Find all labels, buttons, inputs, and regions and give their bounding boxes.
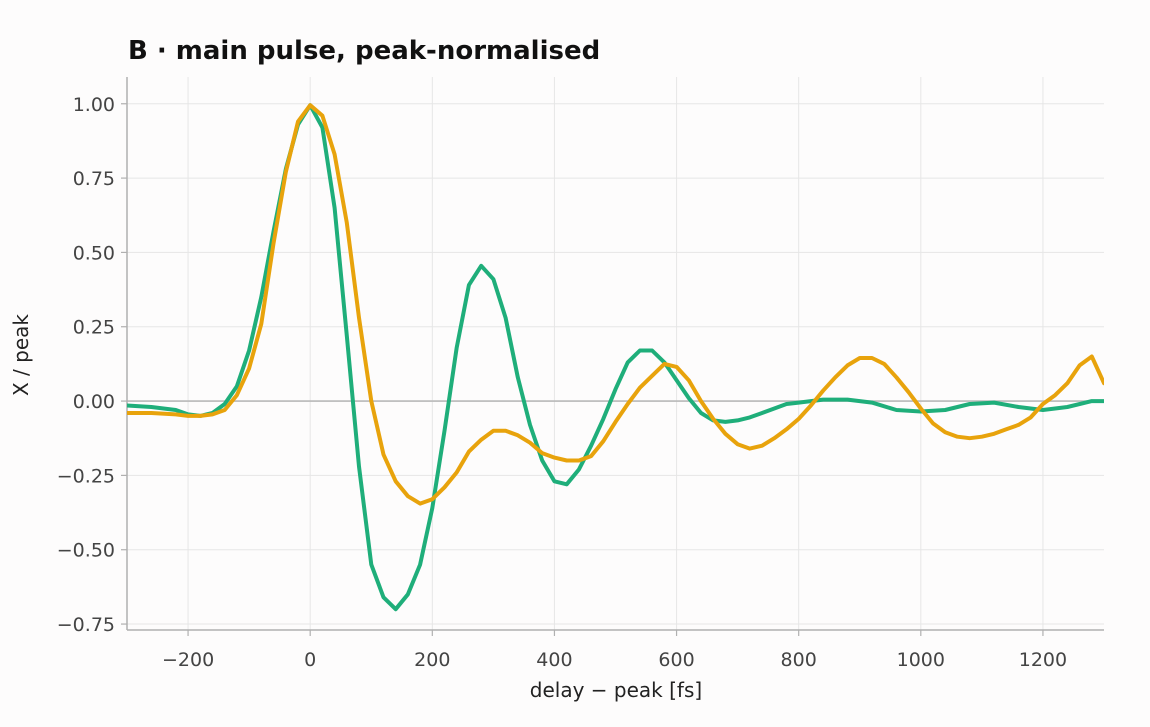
grid	[127, 77, 1104, 630]
x-tick-label: 400	[536, 649, 572, 671]
y-axis-label: X / peak	[9, 314, 33, 396]
series-layer	[127, 103, 1104, 612]
y-tick-label: 0.00	[73, 391, 115, 413]
y-tick-label: −0.75	[57, 614, 115, 636]
chart-title: B · main pulse, peak-normalised	[128, 36, 600, 66]
y-tick-label: 1.00	[73, 94, 115, 116]
series-line-2	[127, 103, 1104, 506]
x-tick-label: 1000	[897, 649, 945, 671]
x-tick-label: 200	[414, 649, 450, 671]
y-tick-label: 0.25	[73, 317, 115, 339]
x-tick-label: 800	[781, 649, 817, 671]
tick-labels: −200 0 200 400 600 800 1000 1200 1.00 0.75 0.50 0.2…	[57, 94, 1067, 671]
x-tick-label: 0	[304, 649, 316, 671]
x-tick-label: −200	[162, 649, 214, 671]
y-tick-label: 0.75	[73, 168, 115, 190]
y-tick-label: −0.50	[57, 540, 115, 562]
x-tick-label: 1200	[1019, 649, 1067, 671]
y-tick-label: −0.25	[57, 465, 115, 487]
axes	[121, 77, 1104, 636]
series-line-1	[127, 103, 1104, 612]
x-axis-label: delay − peak [fs]	[530, 678, 702, 702]
y-tick-label: 0.50	[73, 242, 115, 264]
x-tick-label: 600	[658, 649, 694, 671]
